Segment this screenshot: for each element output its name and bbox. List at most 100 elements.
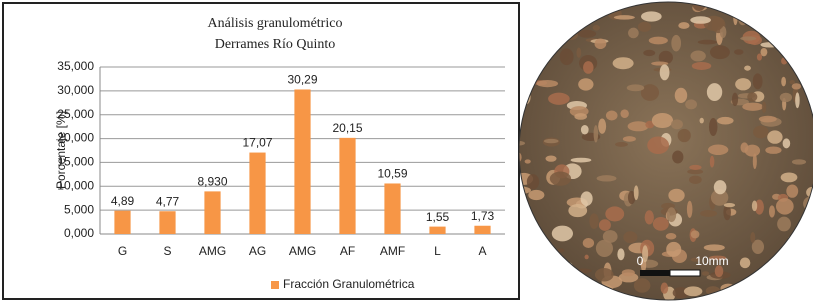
pebble: [685, 99, 697, 109]
pebble: [778, 266, 795, 277]
pebble: [780, 93, 792, 102]
pebble: [532, 37, 550, 45]
pebble: [799, 31, 813, 45]
pebble: [759, 273, 771, 279]
pebble: [638, 22, 651, 32]
pebble: [530, 21, 544, 31]
bar: [249, 153, 265, 234]
pebble: [792, 159, 806, 164]
pebble: [769, 205, 775, 217]
pebble: [667, 207, 677, 222]
pebble: [753, 73, 763, 89]
pebble: [809, 230, 813, 243]
pebble: [622, 269, 635, 276]
pebble: [581, 191, 593, 205]
pebble: [527, 174, 539, 189]
x-tick-label: S: [163, 244, 171, 258]
pebble: [560, 48, 574, 65]
pebble: [687, 201, 693, 218]
pebble: [589, 213, 598, 228]
y-tick-label: 15,000: [57, 155, 94, 169]
pebble: [593, 25, 600, 30]
pebble: [788, 234, 809, 243]
pebble: [615, 142, 628, 147]
pebble: [684, 286, 702, 296]
pebble: [710, 156, 715, 168]
pebble: [782, 247, 802, 261]
bar: [339, 138, 355, 234]
pebble: [564, 2, 585, 18]
pebble: [599, 219, 611, 231]
pebble: [765, 23, 778, 40]
pebble: [747, 92, 757, 101]
pebble: [790, 49, 799, 60]
pebble: [525, 159, 531, 163]
pebble: [527, 282, 534, 286]
pebble: [806, 267, 813, 273]
y-tick-label: 10,000: [57, 178, 94, 192]
pebble: [735, 78, 751, 90]
pebble: [706, 286, 720, 295]
pebble: [526, 8, 544, 14]
pebble: [671, 119, 683, 129]
pebble: [578, 78, 593, 90]
pebble: [574, 113, 587, 120]
value-label: 4,77: [156, 194, 180, 208]
pebble: [781, 249, 793, 256]
bar: [384, 183, 400, 234]
pebble: [770, 274, 786, 282]
pebble: [744, 66, 751, 71]
pebble: [605, 206, 624, 221]
chart-subtitle: Derrames Río Quinto: [215, 37, 336, 52]
pebble: [750, 232, 755, 243]
pebble: [529, 266, 534, 277]
pebble: [660, 64, 670, 80]
pebble: [668, 189, 684, 202]
pebble: [767, 130, 782, 143]
scale-label: 0: [637, 254, 644, 268]
pebble: [689, 176, 702, 184]
pebble: [797, 281, 813, 293]
pebble: [786, 241, 801, 245]
pebble: [803, 232, 813, 248]
pebble: [672, 150, 683, 163]
x-tick-label: AG: [249, 244, 266, 258]
pebble: [671, 35, 681, 52]
pebble: [690, 51, 705, 62]
pebble: [652, 113, 673, 128]
pebble: [765, 24, 781, 41]
legend-label: Fracción Granulométrica: [283, 277, 415, 291]
pebble: [620, 109, 628, 118]
y-tick-label: 35,000: [57, 59, 94, 73]
pebble: [689, 165, 701, 170]
y-axis-label: Porcentaje [%]: [54, 111, 68, 189]
pebble: [528, 190, 544, 200]
scale-label: 10mm: [695, 254, 728, 268]
x-tick-label: AMF: [380, 244, 405, 258]
pebble: [550, 1, 568, 18]
pebble: [594, 125, 599, 142]
pebble: [740, 36, 756, 40]
pebble: [595, 268, 614, 281]
pebble: [809, 62, 813, 74]
x-tick-label: G: [118, 244, 127, 258]
pebble: [760, 42, 779, 47]
pebble: [776, 198, 794, 214]
pebble: [692, 62, 712, 70]
pebble: [757, 54, 762, 61]
pebble: [675, 88, 687, 103]
pebble: [653, 217, 669, 231]
chart-title: Análisis granulométrico: [208, 16, 343, 31]
pebble: [627, 84, 644, 91]
pebble: [594, 284, 615, 301]
pebble: [783, 138, 791, 148]
pebble: [554, 3, 570, 7]
pebble: [544, 37, 550, 43]
pebble: [552, 226, 573, 242]
pebble: [700, 210, 717, 217]
pebble: [634, 278, 651, 293]
y-tick-label: 5,000: [64, 202, 94, 216]
pebble: [581, 125, 589, 135]
pebble: [617, 248, 624, 260]
pebble: [583, 61, 593, 74]
